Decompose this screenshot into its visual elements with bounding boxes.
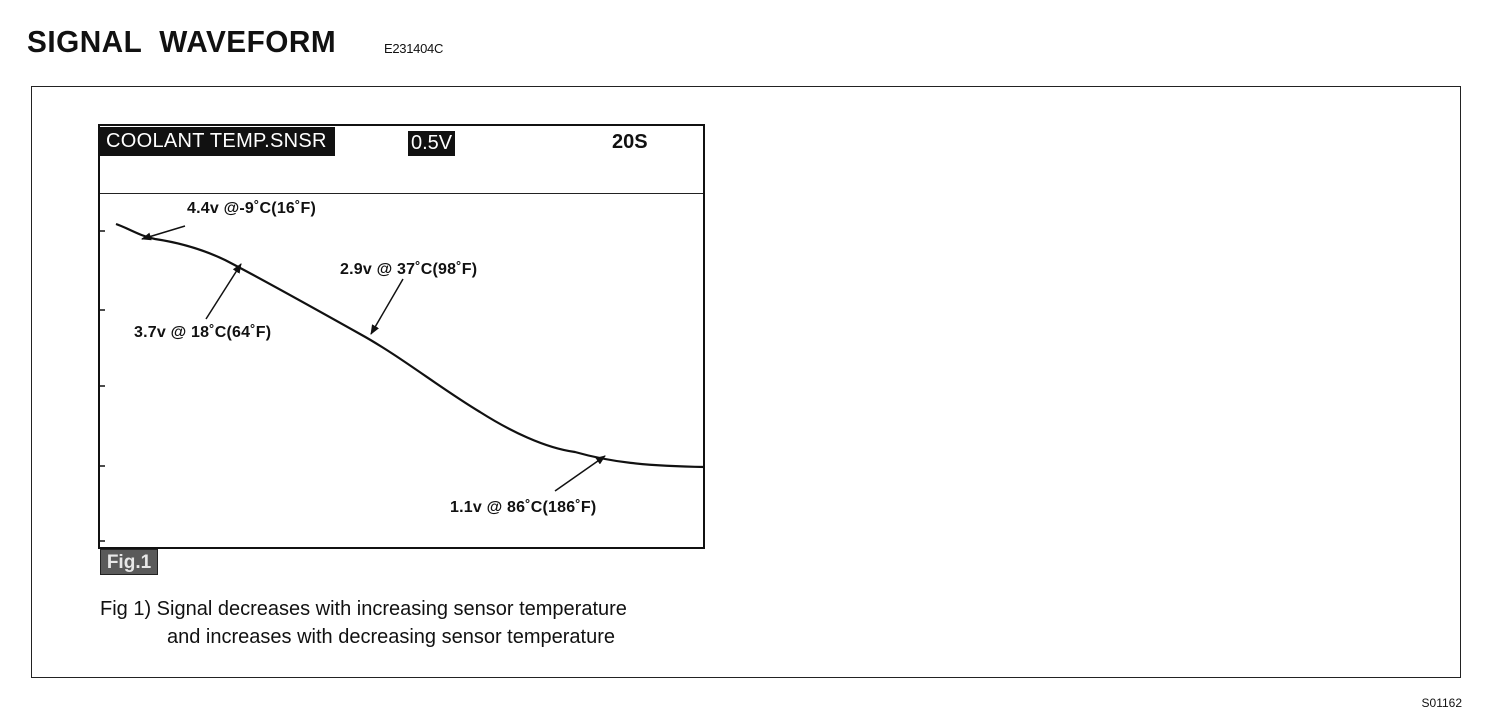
figure-panel bbox=[31, 86, 1461, 678]
annotation-3-7v: 3.7v @ 18˚C(64˚F) bbox=[134, 324, 272, 341]
page-title: SIGNAL WAVEFORM bbox=[27, 24, 337, 59]
time-scale-label: 20S bbox=[612, 131, 648, 153]
scope-header: COOLANT TEMP.SNSR 0.5V 20S bbox=[100, 126, 703, 194]
figure-badge: Fig.1 bbox=[100, 549, 158, 575]
arrow-1-1v bbox=[554, 455, 606, 492]
document-code: E231404C bbox=[384, 41, 444, 56]
signal-waveform bbox=[115, 222, 706, 469]
arrow-3-7v bbox=[205, 263, 242, 320]
figure-caption: Fig 1) Signal decreases with increasing … bbox=[100, 595, 627, 651]
axis-ticks bbox=[100, 230, 105, 542]
arrow-4-4v bbox=[141, 225, 186, 241]
voltage-scale-label: 0.5V bbox=[408, 131, 456, 156]
caption-line-2: and increases with decreasing sensor tem… bbox=[167, 626, 616, 648]
annotation-1-1v: 1.1v @ 86˚C(186˚F) bbox=[450, 499, 597, 516]
reference-code: S01162 bbox=[1421, 696, 1462, 710]
waveform-plot bbox=[100, 222, 706, 542]
annotation-2-9v: 2.9v @ 37˚C(98˚F) bbox=[340, 261, 478, 278]
caption-line-1: Fig 1) Signal decreases with increasing … bbox=[100, 598, 627, 620]
scope-screen: COOLANT TEMP.SNSR 0.5V 20S bbox=[98, 124, 706, 549]
annotation-4-4v: 4.4v @-9˚C(16˚F) bbox=[187, 200, 317, 217]
channel-label: COOLANT TEMP.SNSR bbox=[100, 127, 335, 156]
arrow-2-9v bbox=[370, 278, 404, 335]
